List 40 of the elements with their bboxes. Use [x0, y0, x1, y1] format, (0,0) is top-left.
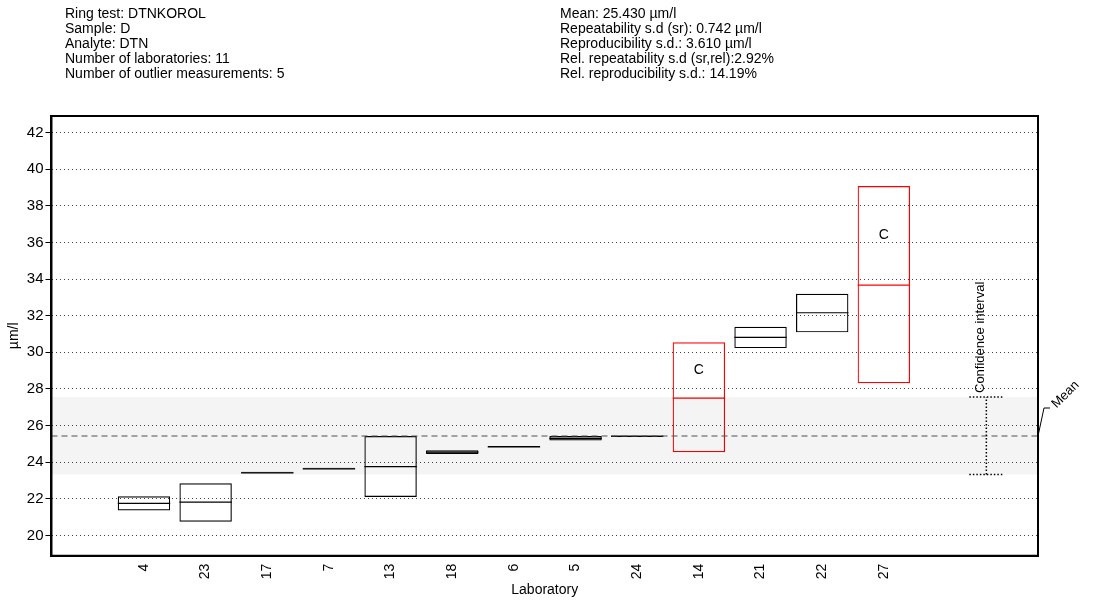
text: Ring test: DTNKOROL [65, 5, 207, 21]
x-axis-title: Laboratory [511, 581, 579, 598]
y-tick-label: 36 [26, 232, 44, 250]
x-tick-label: 24 [628, 563, 645, 580]
y-axis-title: µm/l [5, 322, 22, 350]
text: Mean: 25.430 µm/l [560, 5, 678, 21]
x-tick-label: 13 [381, 563, 398, 580]
x-tick-label: 4 [134, 563, 151, 572]
x-tick-label: 5 [566, 563, 583, 572]
x-tick-label: 22 [813, 563, 830, 580]
y-tick-label: 40 [26, 159, 44, 177]
text: Rel. reproducibility s.d.: 14.19% [560, 65, 757, 81]
y-tick-label: 24 [26, 452, 44, 470]
y-tick-label: 30 [26, 342, 44, 360]
x-tick-label: 6 [504, 563, 521, 572]
text: Rel. repeatability s.d (sr,rel):2.92% [560, 50, 774, 66]
x-tick-label: 7 [319, 563, 336, 572]
x-tick-label: 27 [874, 563, 891, 580]
text: Number of outlier measurements: 5 [65, 65, 285, 81]
y-tick-label: 42 [26, 122, 44, 140]
x-tick-label: 17 [258, 563, 275, 580]
y-tick-label: 20 [26, 525, 44, 543]
text: Analyte: DTN [65, 35, 150, 51]
band-label: Confidence interval [971, 281, 987, 393]
text: Reproducibility s.d.: 3.610 µm/l [560, 35, 752, 51]
x-tick-label: 21 [751, 563, 768, 580]
y-tick-label: 38 [26, 195, 44, 213]
y-tick-label: 34 [26, 269, 44, 287]
y-tick-label: 22 [26, 488, 44, 506]
annotation: C [693, 361, 704, 378]
annotation: C [878, 226, 889, 243]
y-tick-label: 32 [26, 305, 44, 323]
x-tick-label: 18 [443, 563, 460, 580]
y-tick-label: 26 [26, 415, 44, 433]
x-tick-label: 23 [196, 563, 213, 580]
text: Number of laboratories: 11 [65, 50, 231, 66]
x-tick-label: 14 [689, 563, 706, 580]
y-tick-label: 28 [26, 379, 44, 397]
text: Sample: D [65, 20, 132, 36]
text: Repeatability s.d (sr): 0.742 µm/l [560, 20, 763, 36]
